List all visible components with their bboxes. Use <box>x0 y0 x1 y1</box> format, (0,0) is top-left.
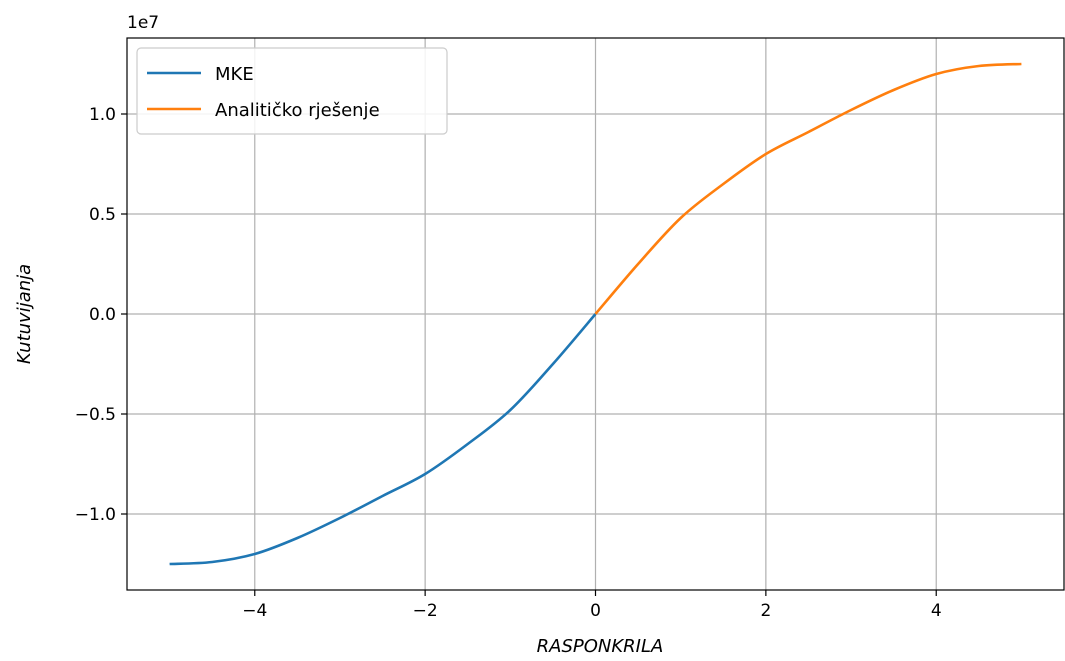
legend: MKE Analitičko rješenje <box>136 47 448 135</box>
x-tick-label: −4 <box>242 601 267 621</box>
series-lines <box>169 62 1022 566</box>
y-axis-label: Kutuvijanja <box>14 264 35 364</box>
y-offset-text: 1e7 <box>127 13 159 33</box>
x-axis-ticks: −4 −2 0 2 4 <box>242 590 942 621</box>
x-tick-label: −2 <box>413 601 438 621</box>
x-axis-label: RASPONKRILA <box>537 636 664 657</box>
legend-box <box>136 47 448 135</box>
y-tick-label: 0.5 <box>89 205 116 225</box>
x-tick-label: 2 <box>760 601 771 621</box>
y-tick-label: −0.5 <box>75 405 116 425</box>
legend-label: MKE <box>215 64 254 85</box>
x-tick-label: 4 <box>931 601 942 621</box>
y-axis-ticks: −1.0 −0.5 0.0 0.5 1.0 <box>75 105 127 525</box>
legend-label: Analitičko rješenje <box>215 100 380 121</box>
series-line-1 <box>169 313 597 566</box>
y-tick-label: 0.0 <box>89 305 116 325</box>
y-tick-label: −1.0 <box>75 505 116 525</box>
series-line-2 <box>594 62 1022 315</box>
x-tick-label: 0 <box>590 601 601 621</box>
y-tick-label: 1.0 <box>89 105 116 125</box>
